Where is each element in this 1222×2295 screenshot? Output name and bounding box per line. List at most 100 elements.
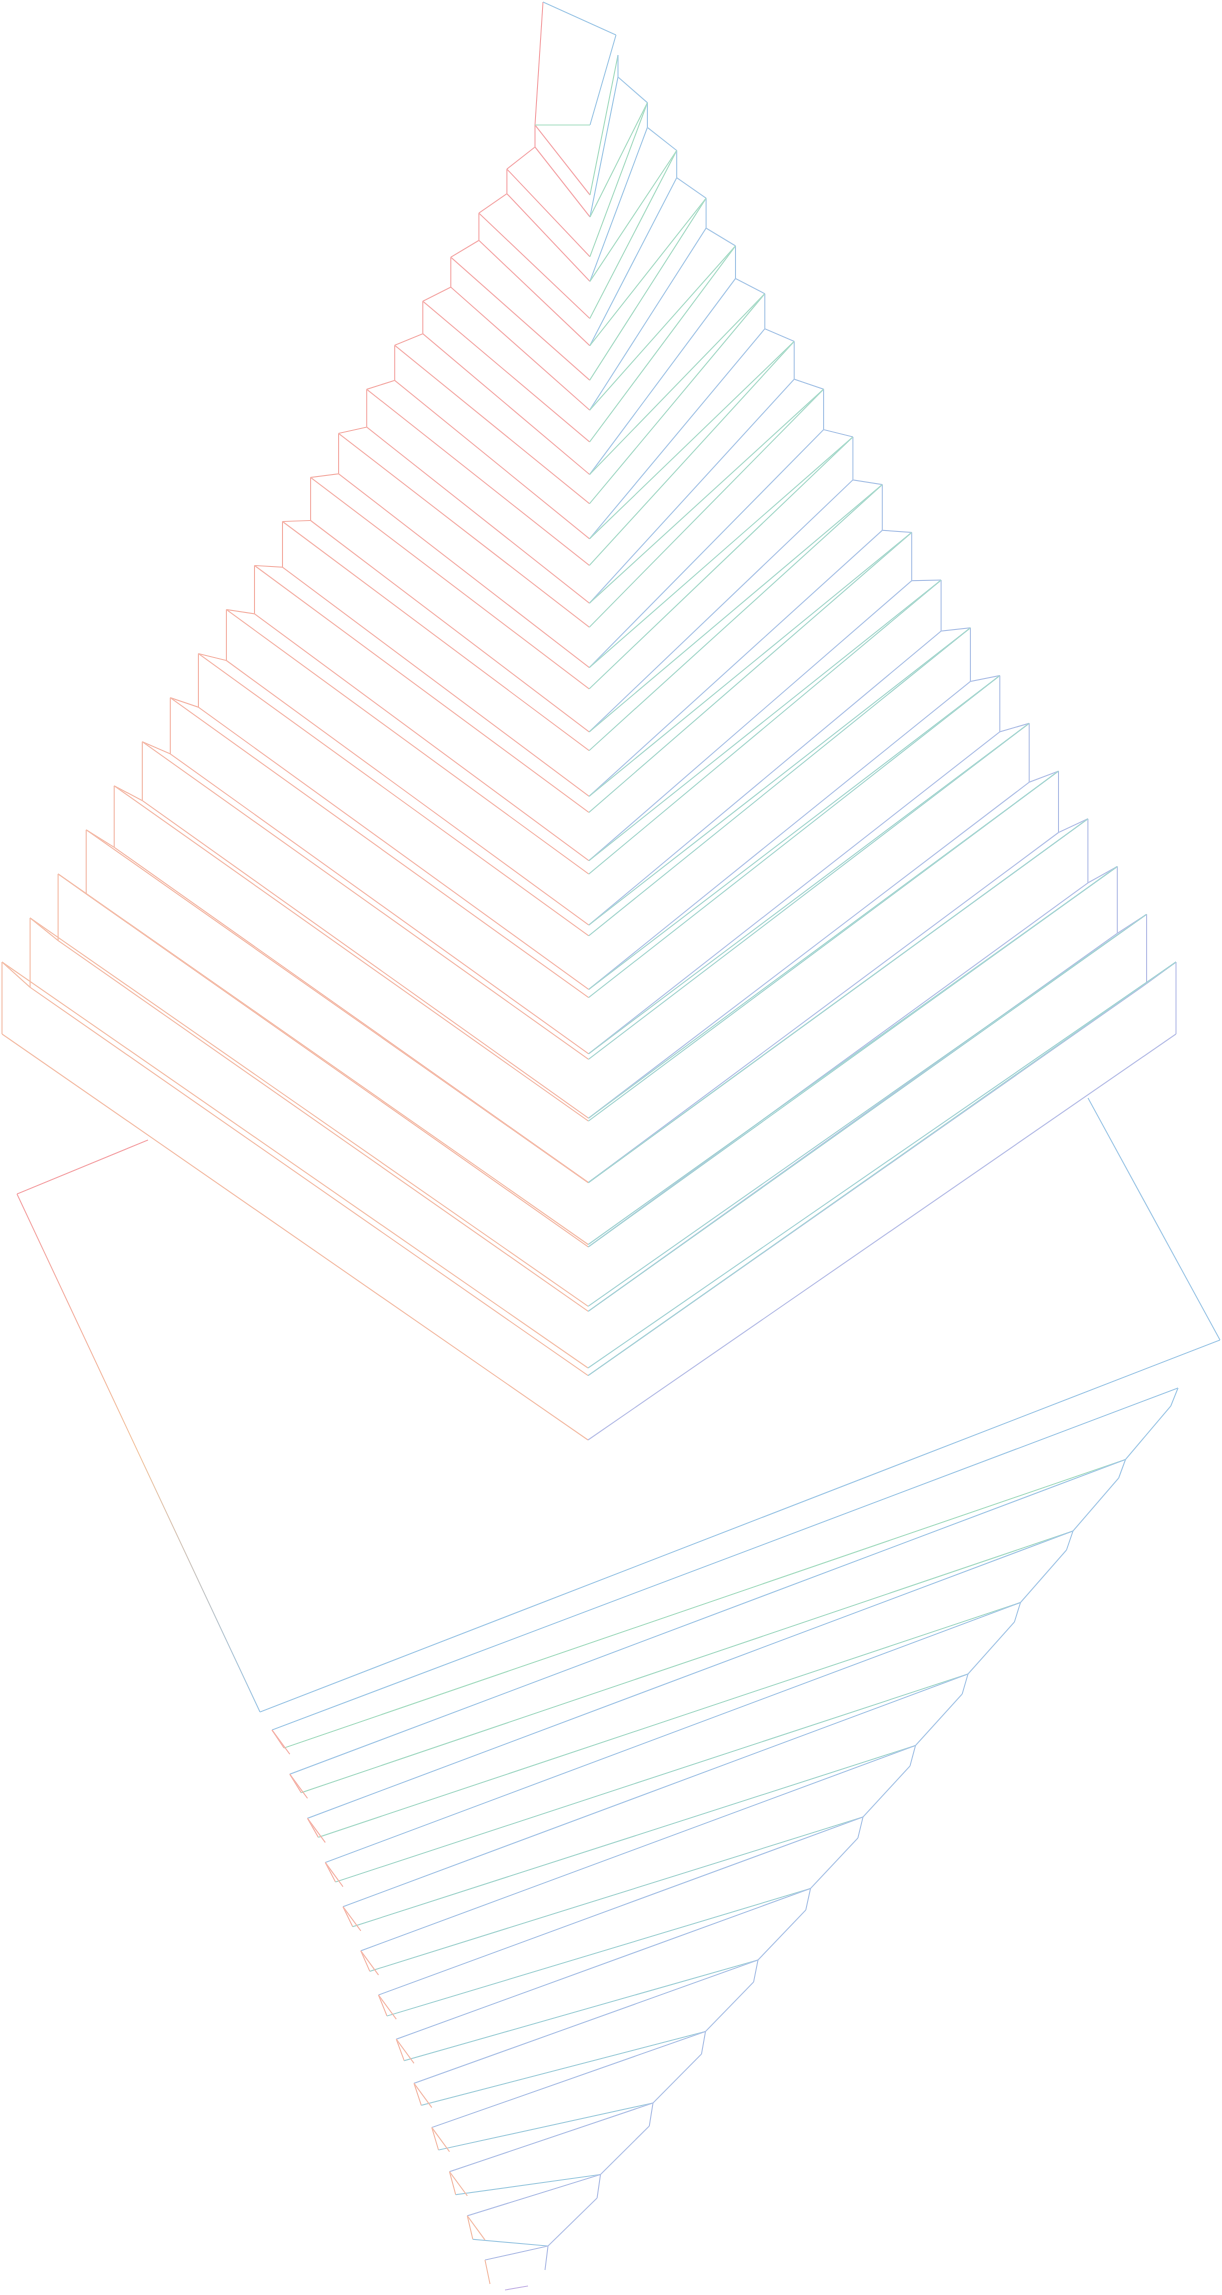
upper-step-right-edge — [588, 579, 942, 875]
upper-step-left-connector — [394, 333, 424, 346]
upper-step-left-connector — [254, 564, 283, 568]
upper-step-ridge — [589, 197, 707, 347]
upper-step-left-connector — [422, 286, 452, 302]
upper-step-ridge — [589, 150, 678, 282]
lower-step-right-connector — [810, 1837, 859, 1889]
lower-step-front-edge — [325, 1601, 1021, 1864]
lower-step-left-connector — [378, 1994, 397, 2020]
upper-step-right-base — [588, 529, 883, 797]
lower-step-right-connector — [862, 1765, 911, 1818]
upper-step-left-connector — [29, 917, 59, 942]
upper-step-ridge — [588, 627, 971, 926]
upper-step-left-connector — [1, 961, 31, 988]
lower-step-left-connector — [324, 1862, 344, 1888]
upper-step-right-edge — [589, 245, 736, 443]
upper-step-right-connector — [882, 529, 912, 533]
upper-step-left-connector — [506, 146, 536, 170]
lower-step-left-connector — [395, 2038, 415, 2064]
upper-step-right-base — [588, 832, 1059, 1183]
upper-step-left-edge — [366, 388, 590, 566]
lower-step-right-connector — [652, 2053, 702, 2104]
upper-step-right-edge — [588, 627, 971, 937]
upper-step-right-base — [588, 781, 1030, 1119]
lower-step-right-riser — [1065, 1530, 1074, 1551]
upper-step-right-edge — [587, 913, 1147, 1307]
lower-step-front-edge — [431, 2030, 706, 2129]
upper-step-left-connector — [450, 239, 480, 258]
lower-step-tread — [283, 1458, 1126, 1749]
upper-step-right-edge — [587, 961, 1177, 1369]
lower-step-right-connector — [915, 1693, 963, 1746]
lower-step-right-riser — [700, 2031, 707, 2055]
upper-step-right-edge — [588, 531, 913, 813]
lower-step-left-riser — [484, 2259, 491, 2285]
upper-step-ridge — [588, 722, 1030, 1055]
upper-step-right-base — [588, 630, 942, 926]
lower-step-tread — [335, 1673, 969, 1883]
upper-step-left-connector — [142, 741, 171, 755]
lower-pyramid — [16, 1097, 1221, 2291]
lower-step-right-connector — [1125, 1405, 1172, 1460]
lower-step-left-connector — [431, 2127, 450, 2153]
lower-step-right-riser — [909, 1745, 917, 1767]
upper-step-left-connector — [366, 379, 395, 390]
upper-step-left-base — [478, 240, 591, 347]
upper-step-right-base — [587, 1033, 1177, 1441]
upper-step-right-edge — [589, 54, 619, 196]
upper-step-ridge — [589, 341, 795, 540]
upper-step-left-edge — [534, 124, 591, 196]
upper-step-left-connector — [113, 785, 143, 802]
upper-step-left-base — [1, 1033, 589, 1441]
upper-step-right-base — [589, 227, 707, 411]
upper-step-right-connector — [941, 627, 971, 632]
upper-step-ridge — [589, 245, 736, 411]
lower-top-right-edge — [1087, 1097, 1221, 1341]
upper-step-right-edge — [589, 102, 648, 257]
upper-step-right-connector — [676, 177, 707, 199]
lower-step-left-connector — [307, 1817, 326, 1843]
lower-step-right-riser — [857, 1816, 864, 1839]
upper-step-left-edge — [506, 168, 591, 258]
upper-step-right-base — [588, 479, 854, 733]
upper-step-right-connector — [647, 126, 678, 151]
upper-step-right-connector — [999, 722, 1030, 733]
upper-step-right-edge — [589, 293, 766, 505]
lower-step-front-edge — [484, 2245, 549, 2261]
lower-step-right-connector — [1020, 1549, 1067, 1603]
lower-step-right-riser — [544, 2245, 549, 2271]
upper-step-right-base — [587, 882, 1089, 1248]
lower-step-left-connector — [360, 1950, 379, 1976]
upper-step-ridge — [587, 866, 1118, 1248]
upper-step-ridge — [588, 531, 913, 797]
upper-step-left-connector — [170, 697, 199, 708]
lower-step-left-connector — [342, 1906, 362, 1932]
upper-pyramid — [1, 1, 1177, 1441]
upper-step-left-base — [85, 893, 589, 1248]
upper-step-left-connector — [338, 426, 367, 434]
lower-step-right-riser — [648, 2102, 654, 2127]
upper-step-ridge — [589, 102, 648, 218]
upper-step-left-edge — [478, 212, 591, 319]
upper-step-right-connector — [911, 579, 942, 582]
upper-step-left-base — [310, 520, 590, 733]
upper-step-right-connector — [735, 278, 766, 295]
upper-step-right-base — [588, 580, 913, 862]
lower-step-left-connector — [449, 2171, 468, 2197]
lower-step-left-riser — [431, 2127, 440, 2151]
upper-step-left-connector — [85, 829, 115, 848]
upper-step-right-edge — [589, 197, 707, 381]
upper-step-left-base — [450, 286, 591, 411]
upper-step-left-edge — [254, 565, 590, 813]
upper-step-right-edge — [588, 675, 1001, 999]
lower-step-left-connector — [271, 1729, 291, 1755]
lower-step-right-connector — [1072, 1477, 1120, 1532]
upper-step-right-connector — [794, 378, 824, 390]
lower-step-right-connector — [600, 2125, 650, 2175]
lower-step-right-riser — [805, 1888, 812, 1911]
upper-step-right-base — [588, 731, 1001, 1055]
upper-apex-right — [542, 1, 617, 36]
upper-step-right-connector — [1087, 866, 1118, 884]
lower-step-tread — [455, 2173, 601, 2196]
lower-step-left-riser — [377, 1994, 388, 2017]
lower-step-tread — [438, 2102, 654, 2151]
